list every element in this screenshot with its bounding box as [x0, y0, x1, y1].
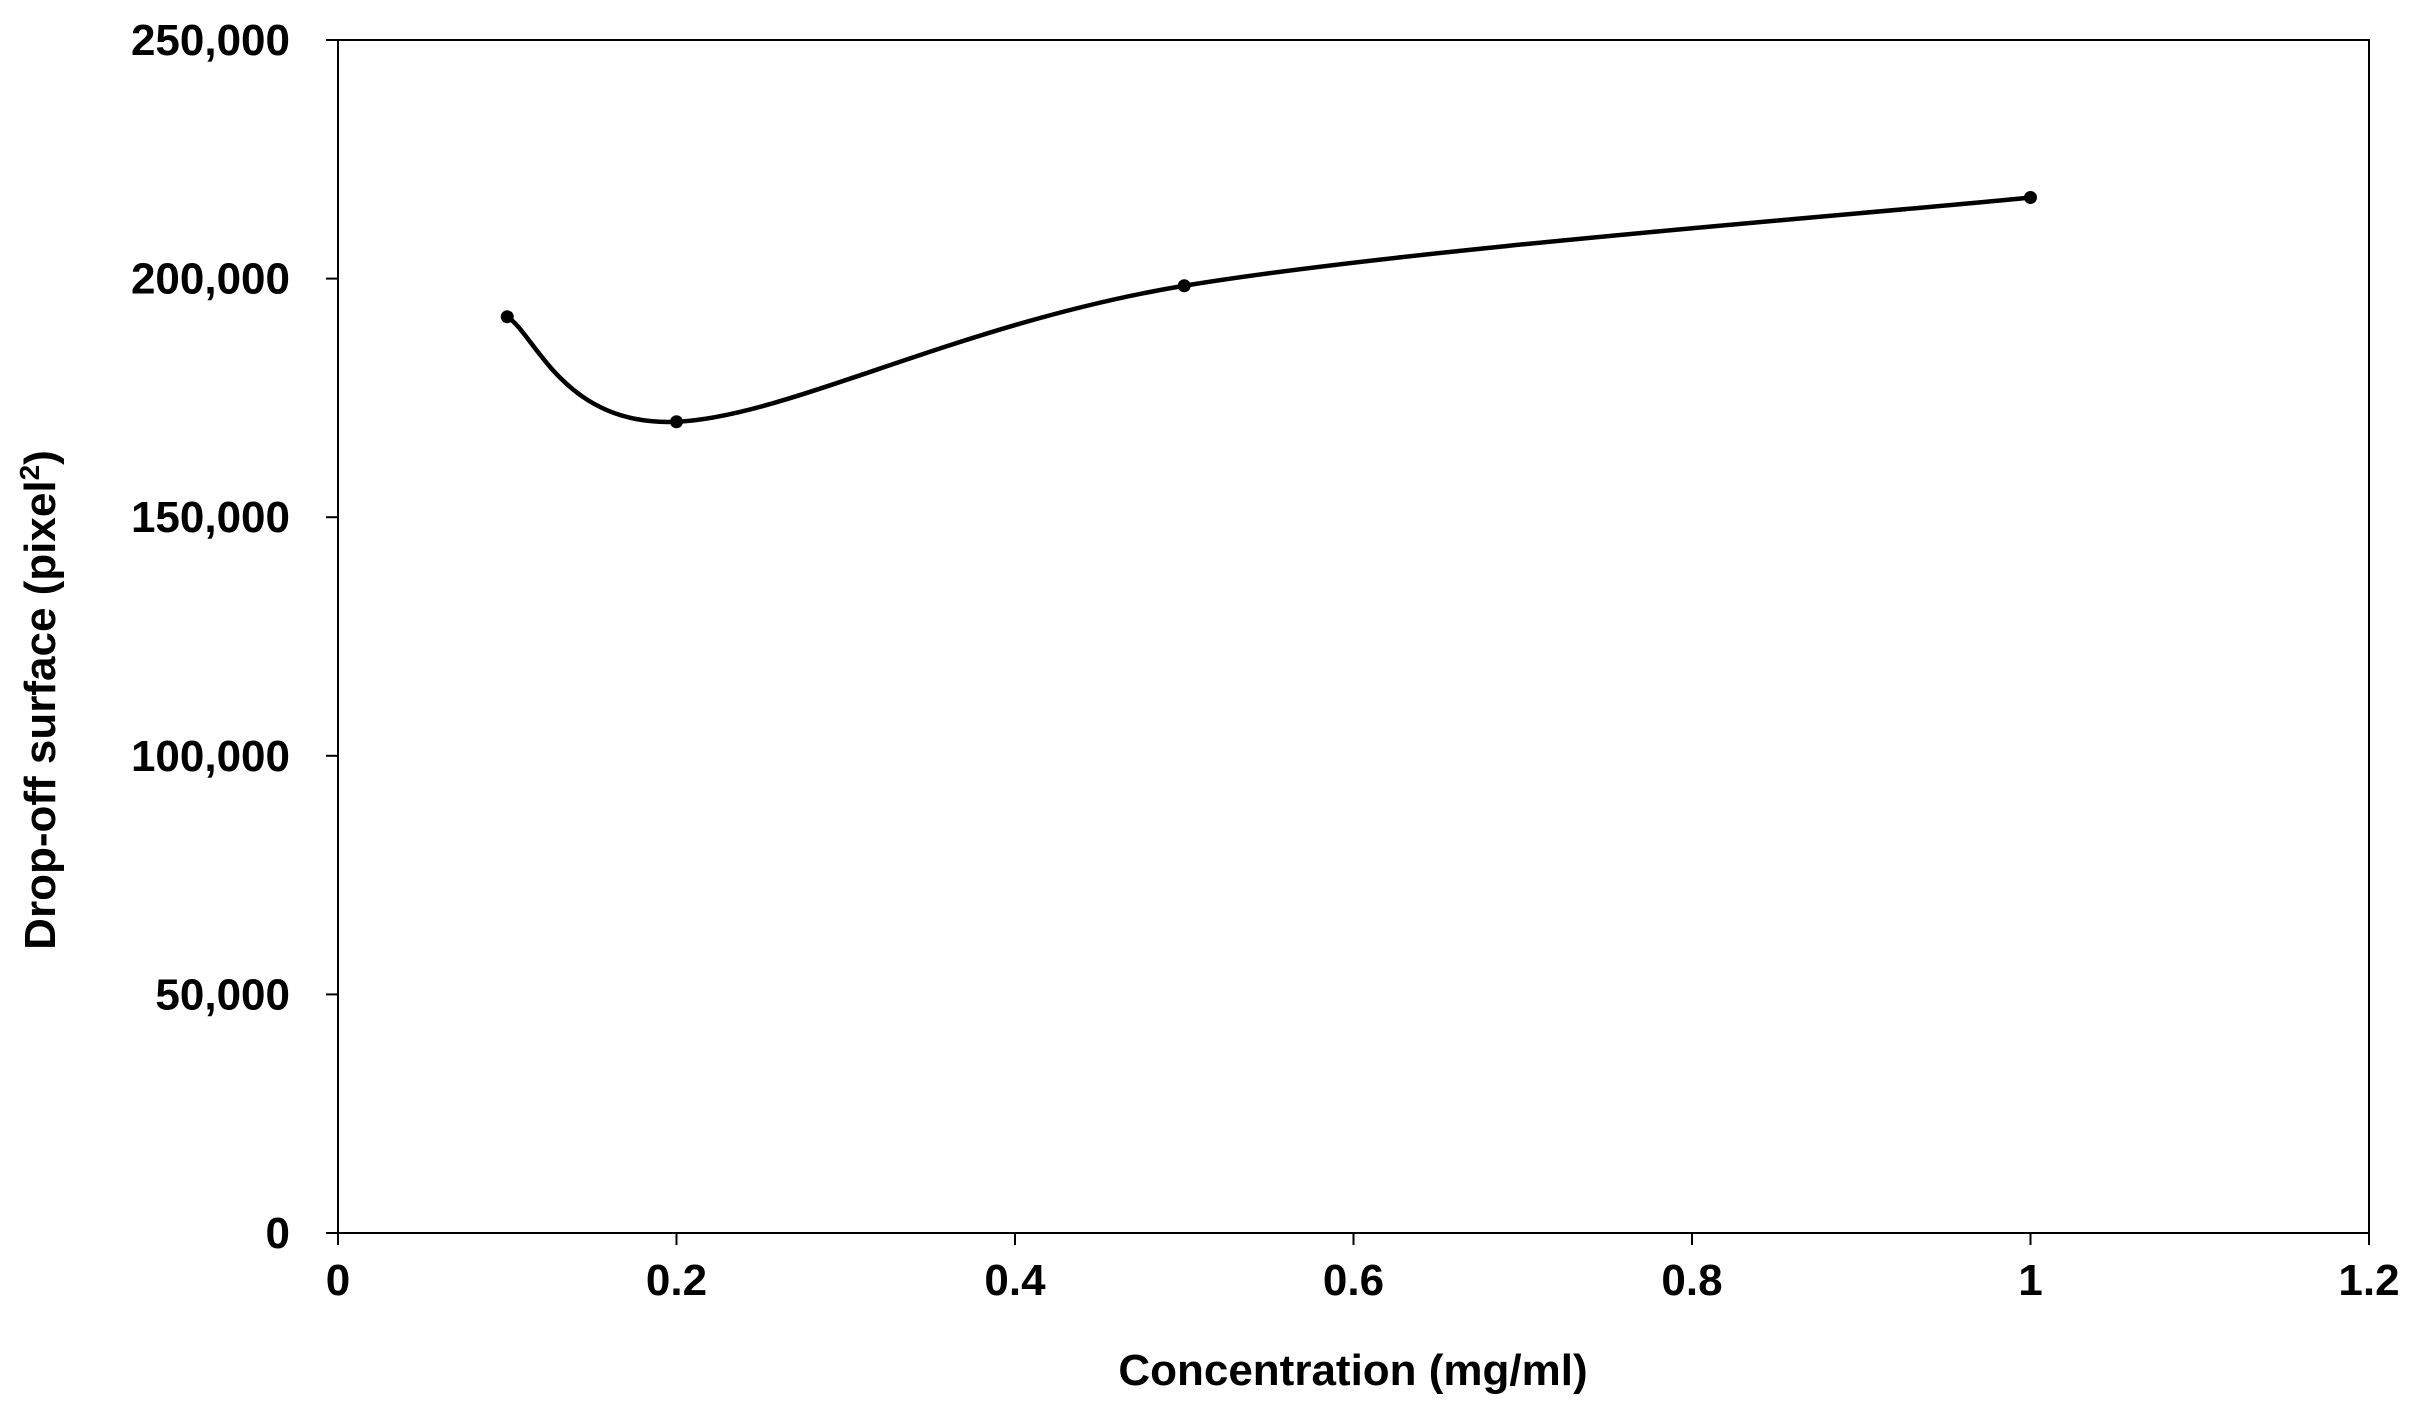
x-tick-label: 0.4	[984, 1256, 1046, 1305]
x-tick-label: 0	[326, 1256, 350, 1305]
x-tick-label: 0.8	[1661, 1256, 1722, 1305]
y-tick-label: 200,000	[131, 255, 290, 304]
y-axis-title: Drop-off surface (pixel2)	[14, 450, 65, 950]
data-point	[1177, 279, 1191, 293]
x-tick-label: 1	[2018, 1256, 2042, 1305]
series-layer	[500, 190, 2037, 429]
y-tick-label: 0	[266, 1209, 290, 1258]
x-tick-label: 1.2	[2338, 1256, 2399, 1305]
data-point	[2024, 190, 2037, 204]
y-axis-title-close: )	[16, 450, 65, 465]
series-line	[505, 195, 2033, 425]
x-tick-label: 0.6	[1323, 1256, 1384, 1305]
x-axis-title: Concentration (mg/ml)	[1118, 1346, 1587, 1395]
plot-frame	[337, 39, 2370, 1234]
y-tick-label: 250,000	[131, 16, 290, 65]
y-tick-label: 150,000	[131, 493, 290, 542]
y-axis-ticks: 0 50,000 100,000 150,000 200,000 250,000	[131, 16, 338, 1258]
data-point	[500, 310, 514, 324]
y-tick-label: 100,000	[131, 732, 290, 781]
y-tick-label: 50,000	[155, 970, 290, 1019]
y-axis-title-superscript: 2	[14, 465, 45, 481]
x-axis-ticks: 0 0.2 0.4 0.6 0.8 1 1.2	[326, 1233, 2400, 1305]
y-axis-title-main: Drop-off surface (pixel	[16, 480, 65, 949]
x-tick-label: 0.2	[646, 1256, 707, 1305]
data-point	[670, 415, 683, 429]
